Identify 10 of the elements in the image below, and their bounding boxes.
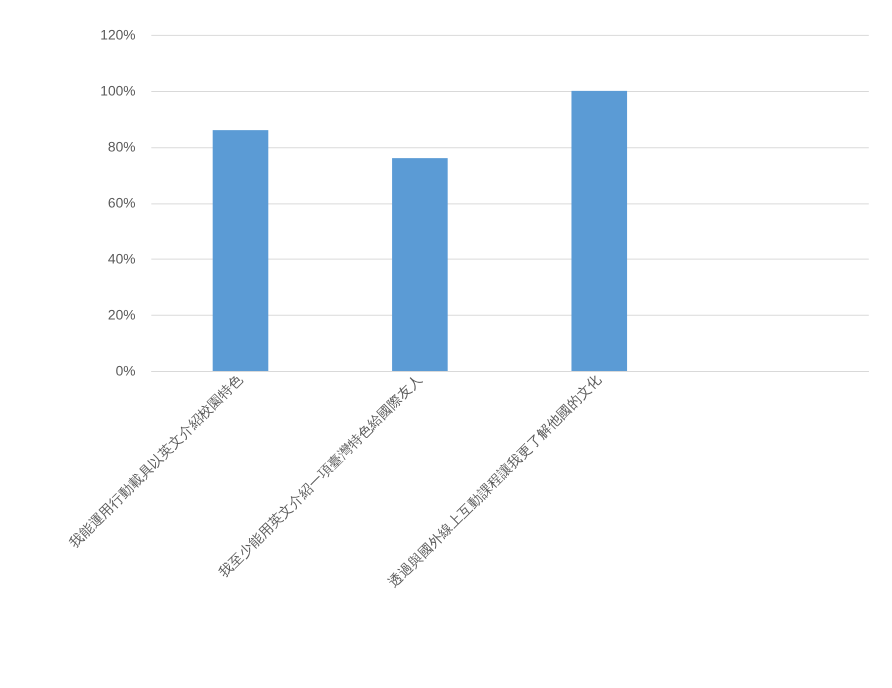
bar: [571, 90, 628, 371]
bar: [212, 130, 268, 371]
y-tick-label: 0%: [116, 363, 136, 378]
y-tick-label: 60%: [108, 195, 136, 210]
y-tick-label: 100%: [100, 83, 136, 98]
y-tick-label: 80%: [108, 139, 136, 154]
y-tick-label: 40%: [108, 251, 136, 266]
y-tick-label: 20%: [108, 307, 136, 322]
bar: [392, 158, 448, 371]
y-tick-label: 120%: [100, 27, 136, 42]
